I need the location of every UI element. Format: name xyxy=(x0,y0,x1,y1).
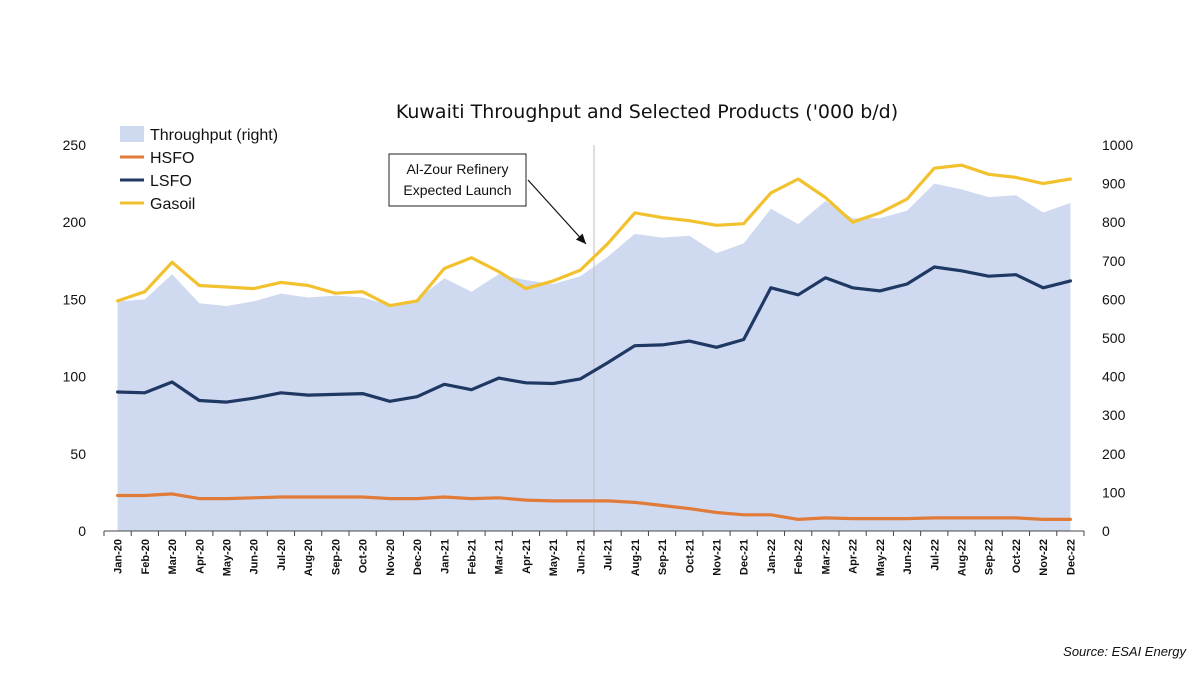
right-axis: 0 100 200 300 400 500 600 700 800 900 1000 xyxy=(1102,137,1133,539)
right-tick-label: 900 xyxy=(1102,176,1126,192)
legend: Throughput (right) HSFO LSFO Gasoil xyxy=(120,126,278,213)
right-tick-label: 600 xyxy=(1102,291,1126,307)
annotation-text: Al-Zour Refinery xyxy=(407,161,509,177)
legend-swatch-throughput xyxy=(120,126,144,142)
x-tick-label: Jul-21 xyxy=(603,539,615,571)
right-tick-label: 300 xyxy=(1102,407,1126,423)
x-tick-label: Oct-20 xyxy=(358,539,370,573)
series-line-gasoil xyxy=(115,163,1073,308)
x-tick-label: Jun-22 xyxy=(902,539,914,574)
x-tick-label: Jan-22 xyxy=(766,539,778,574)
x-tick-label: Apr-20 xyxy=(194,539,206,574)
right-tick-label: 200 xyxy=(1102,446,1126,462)
x-tick-label: Jun-21 xyxy=(575,539,587,574)
x-tick-label: Mar-20 xyxy=(167,539,179,574)
x-tick-label: Sep-21 xyxy=(657,539,669,575)
series-line-hsfo xyxy=(115,492,1073,522)
right-tick-label: 700 xyxy=(1102,253,1126,269)
plot-area xyxy=(115,145,1073,531)
x-tick-label: Jun-20 xyxy=(249,539,261,574)
right-tick-label: 500 xyxy=(1102,330,1126,346)
x-tick-label: Dec-20 xyxy=(412,539,424,575)
left-tick-label: 200 xyxy=(63,214,87,230)
right-tick-label: 1000 xyxy=(1102,137,1133,153)
x-tick-label: Jul-20 xyxy=(276,539,288,571)
x-tick-label: Jul-22 xyxy=(929,539,941,571)
right-tick-label: 0 xyxy=(1102,523,1110,539)
x-tick-label: Nov-21 xyxy=(712,539,724,576)
legend-label: HSFO xyxy=(150,150,194,167)
source-note: Source: ESAI Energy xyxy=(1063,644,1186,659)
x-tick-label: Sep-22 xyxy=(984,539,996,575)
x-tick-label: May-20 xyxy=(222,539,234,576)
x-tick-label: Nov-20 xyxy=(385,539,397,576)
x-tick-label: Aug-21 xyxy=(630,539,642,576)
x-tick-label: Jan-21 xyxy=(439,539,451,574)
legend-label: Gasoil xyxy=(150,196,195,213)
x-tick-label: Dec-22 xyxy=(1065,539,1077,575)
left-tick-label: 250 xyxy=(63,137,87,153)
annotation: Al-Zour Refinery Expected Launch xyxy=(388,153,587,245)
x-tick-label: Apr-21 xyxy=(521,539,533,574)
left-tick-label: 100 xyxy=(63,369,87,385)
series-line-lsfo xyxy=(115,265,1073,404)
x-tick-label: May-22 xyxy=(875,539,887,576)
x-tick-label: Feb-21 xyxy=(467,539,479,574)
left-tick-label: 0 xyxy=(78,523,86,539)
x-tick-label: Mar-22 xyxy=(820,539,832,574)
x-axis: Jan-20 Feb-20 Mar-20 Apr-20 May-20 Jun-20 Jul-… xyxy=(103,530,1085,576)
annotation-text: Expected Launch xyxy=(403,182,511,198)
x-tick-label: Oct-22 xyxy=(1011,539,1023,573)
right-tick-label: 400 xyxy=(1102,369,1126,385)
x-tick-label: Apr-22 xyxy=(848,539,860,574)
annotation-arrow-line xyxy=(527,179,587,245)
x-tick-label: Jan-20 xyxy=(113,539,125,574)
legend-label: Throughput (right) xyxy=(150,127,278,144)
left-tick-label: 150 xyxy=(63,291,87,307)
x-tick-label: Feb-20 xyxy=(140,539,152,574)
right-tick-label: 800 xyxy=(1102,214,1126,230)
left-axis: 0 50 100 150 200 250 xyxy=(63,137,87,539)
x-tick-label: Feb-22 xyxy=(793,539,805,574)
legend-label: LSFO xyxy=(150,173,192,190)
x-tick-label: Dec-21 xyxy=(739,539,751,575)
left-tick-label: 50 xyxy=(70,446,86,462)
x-tick-label: Sep-20 xyxy=(330,539,342,575)
x-tick-label: Mar-21 xyxy=(494,539,506,574)
x-tick-label: Aug-22 xyxy=(957,539,969,576)
x-tick-label: Oct-21 xyxy=(684,539,696,573)
x-tick-label: Nov-22 xyxy=(1038,539,1050,576)
x-tick-label: May-21 xyxy=(548,539,560,576)
annotation-arrowhead xyxy=(575,233,586,244)
x-tick-label: Aug-20 xyxy=(303,539,315,576)
right-tick-label: 100 xyxy=(1102,484,1126,500)
annotation-box xyxy=(388,153,527,207)
chart-title: Kuwaiti Throughput and Selected Products… xyxy=(396,101,898,123)
